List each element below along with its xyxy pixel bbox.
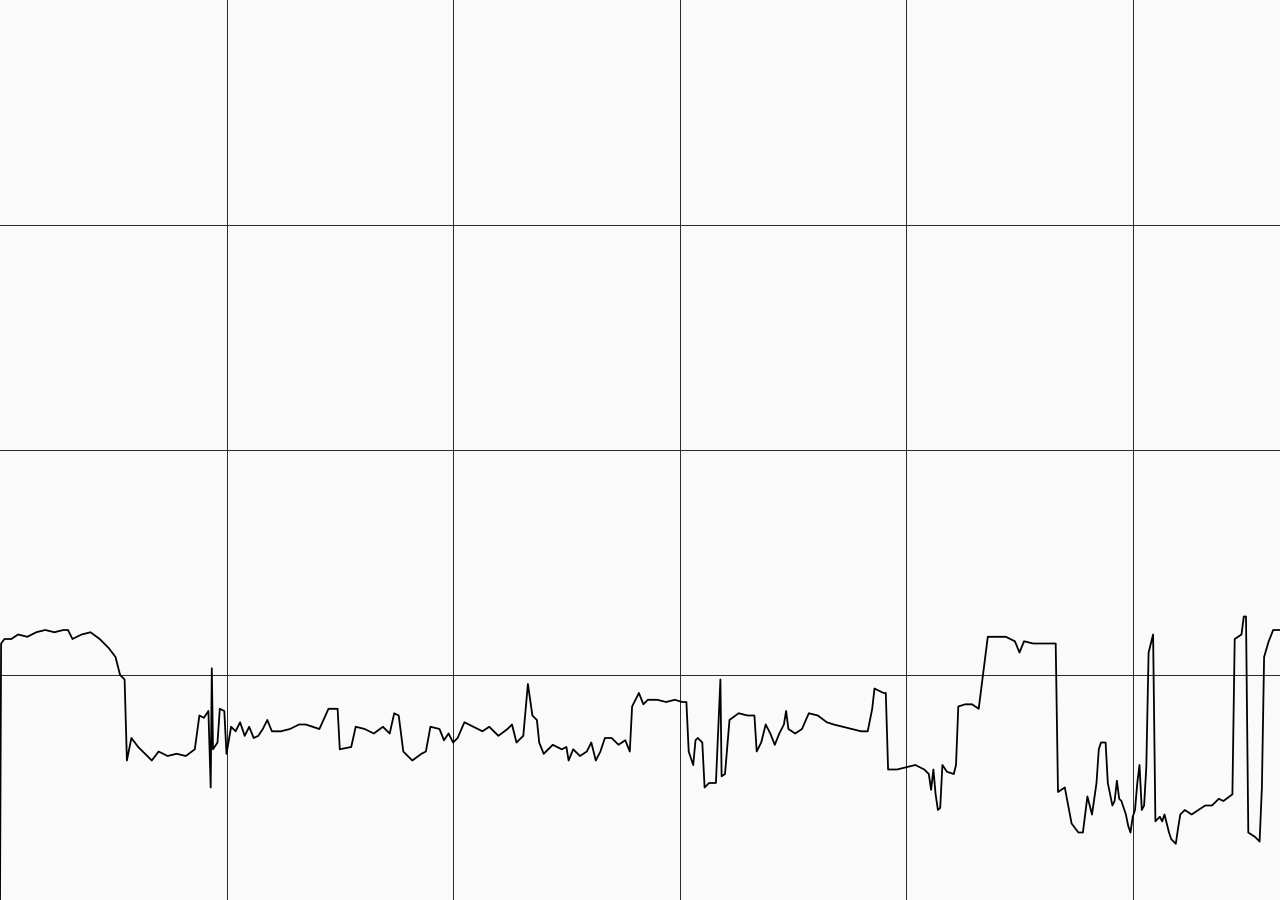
series-line: [0, 615, 1280, 900]
series-layer: [0, 615, 1280, 900]
